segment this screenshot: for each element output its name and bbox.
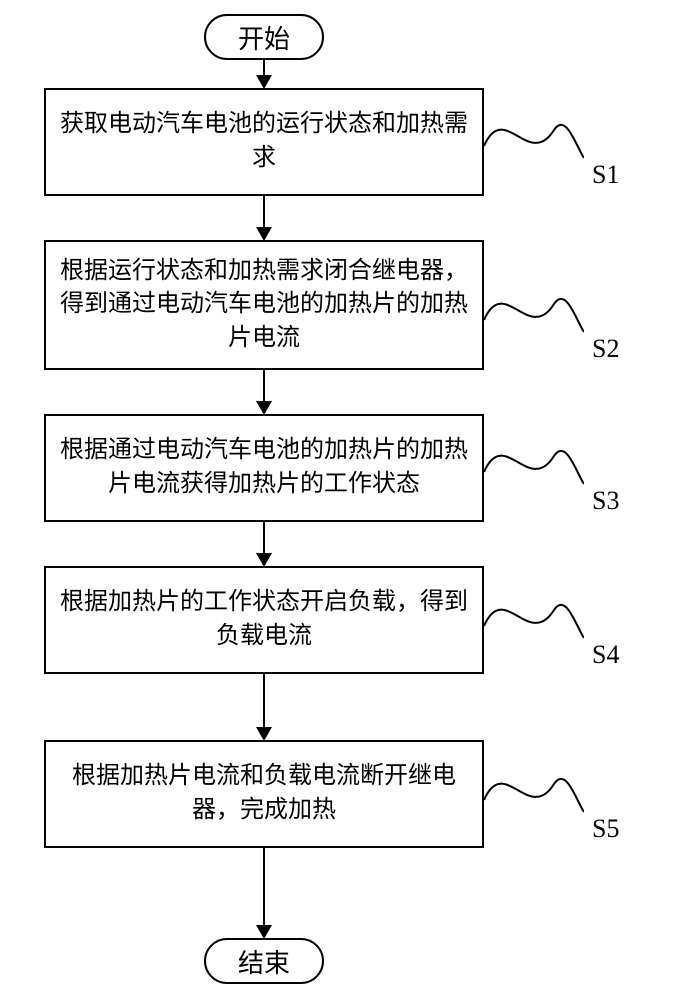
arrow-s4-s5 [263, 674, 265, 728]
end-label: 结束 [238, 943, 290, 980]
arrowhead-s5-end [256, 925, 272, 939]
label-s3: S3 [592, 486, 619, 516]
process-s4: 根据加热片的工作状态开启负载，得到负载电流 [44, 566, 484, 674]
arrowhead-s4-s5 [256, 727, 272, 741]
arrow-s2-s3 [263, 370, 265, 402]
process-s1-text: 获取电动汽车电池的运行状态和加热需求 [60, 108, 468, 175]
process-s1: 获取电动汽车电池的运行状态和加热需求 [44, 88, 484, 196]
label-s1: S1 [592, 160, 619, 190]
end-terminator: 结束 [204, 938, 324, 984]
process-s4-text: 根据加热片的工作状态开启负载，得到负载电流 [60, 586, 468, 653]
arrowhead-s3-s4 [256, 553, 272, 567]
process-s3-text: 根据通过电动汽车电池的加热片的加热片电流获得加热片的工作状态 [60, 434, 468, 501]
wave-s2 [484, 284, 584, 344]
start-label: 开始 [238, 19, 290, 56]
wave-s5 [484, 764, 584, 824]
label-s2: S2 [592, 334, 619, 364]
process-s5: 根据加热片电流和负载电流断开继电器，完成加热 [44, 740, 484, 848]
arrow-s5-end [263, 848, 265, 926]
process-s5-text: 根据加热片电流和负载电流断开继电器，完成加热 [60, 760, 468, 827]
wave-s1 [484, 110, 584, 170]
arrowhead-start-s1 [256, 75, 272, 89]
arrow-s1-s2 [263, 196, 265, 228]
label-s4: S4 [592, 640, 619, 670]
label-s5: S5 [592, 814, 619, 844]
wave-s4 [484, 590, 584, 650]
wave-s3 [484, 436, 584, 496]
arrowhead-s2-s3 [256, 401, 272, 415]
process-s3: 根据通过电动汽车电池的加热片的加热片电流获得加热片的工作状态 [44, 414, 484, 522]
start-terminator: 开始 [204, 14, 324, 60]
process-s2: 根据运行状态和加热需求闭合继电器，得到通过电动汽车电池的加热片的加热片电流 [44, 240, 484, 370]
process-s2-text: 根据运行状态和加热需求闭合继电器，得到通过电动汽车电池的加热片的加热片电流 [60, 255, 468, 356]
arrowhead-s1-s2 [256, 227, 272, 241]
arrow-start-s1 [263, 60, 265, 76]
arrow-s3-s4 [263, 522, 265, 554]
